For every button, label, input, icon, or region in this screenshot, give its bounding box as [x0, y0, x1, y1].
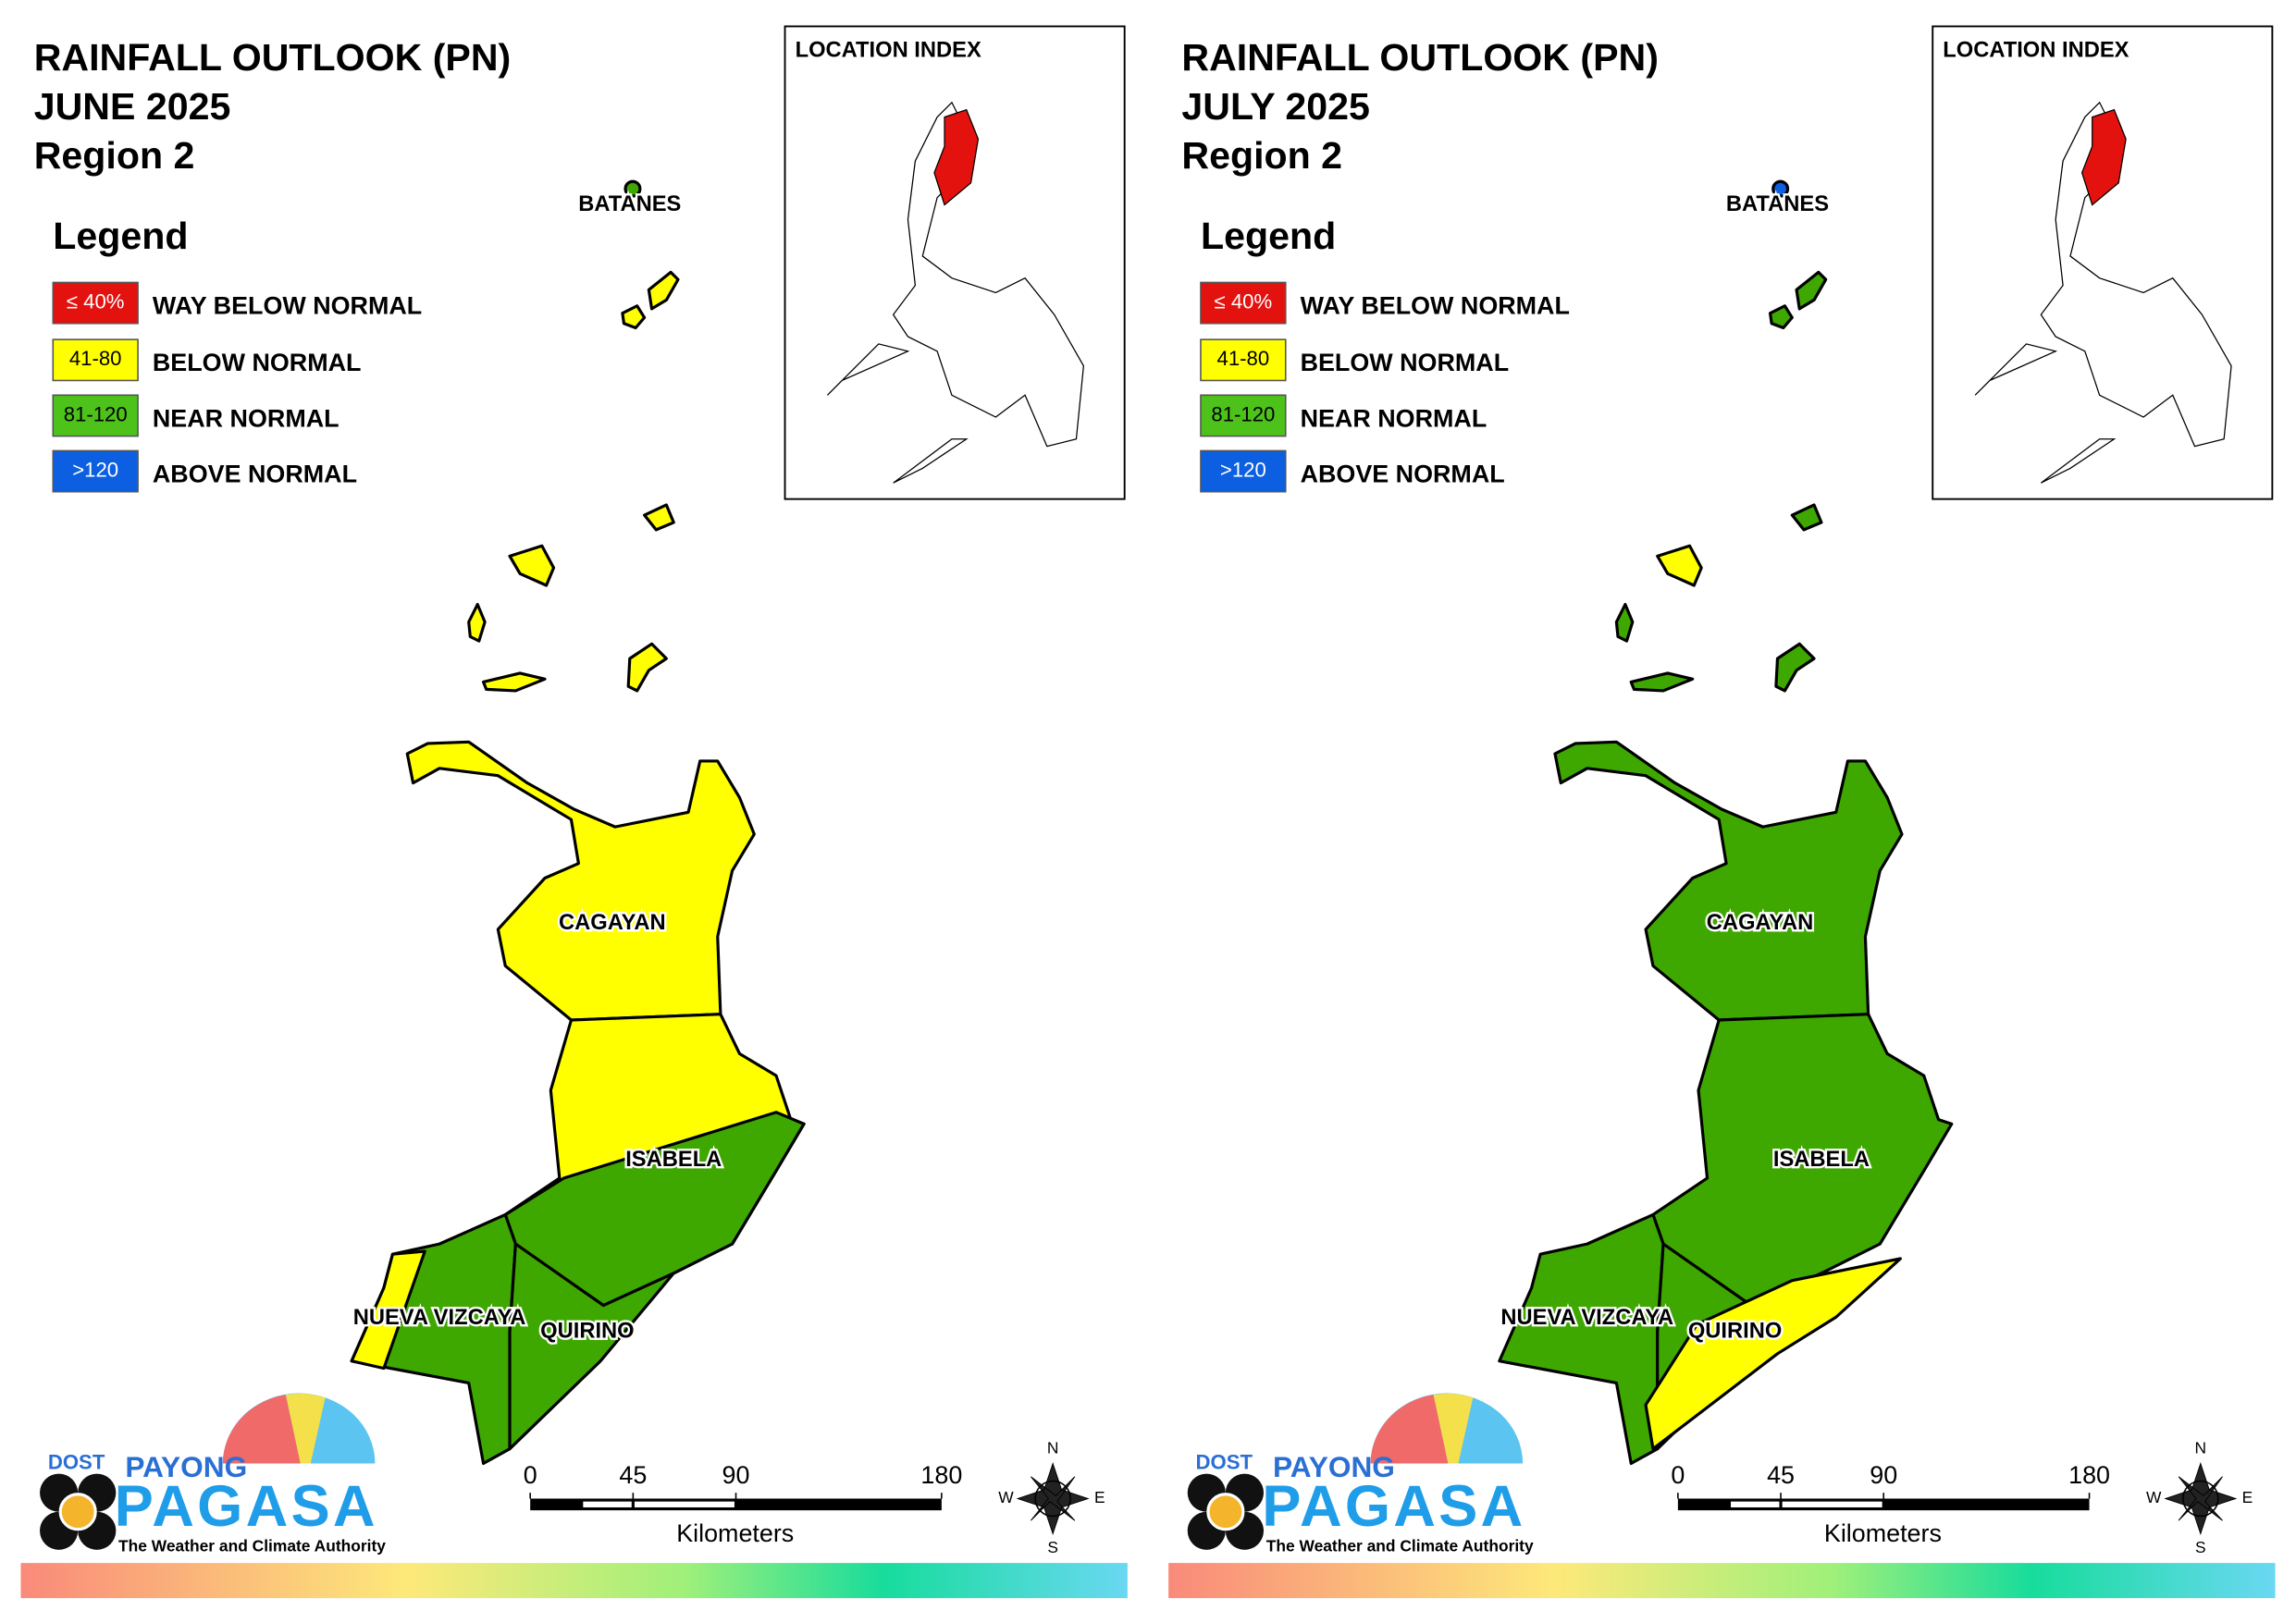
province-label: ISABELA [1773, 1148, 1870, 1172]
region-2-highlight [933, 108, 980, 206]
scale-tick-label: 0 [1671, 1461, 1685, 1489]
legend-swatch [52, 338, 139, 382]
logo-brand-top: PAYONG [125, 1450, 247, 1483]
province-label: QUIRINO [540, 1319, 634, 1343]
umbrella [285, 1393, 326, 1464]
legend-code: ≤ 40% [67, 289, 125, 313]
umbrella [222, 1395, 301, 1464]
province-label: BATANES [578, 192, 681, 216]
color-band [20, 1563, 1128, 1599]
province-label: CAGAYAN [559, 911, 666, 935]
logo-brand-top: PAYONG [1273, 1450, 1395, 1483]
scale-segment [1731, 1501, 1780, 1507]
compass-letter: W [2146, 1488, 2162, 1506]
legend-title: Legend [53, 215, 188, 257]
province-label: NUEVA VIZCAYA [1500, 1306, 1673, 1330]
compass-letter: E [1094, 1488, 1105, 1506]
legend-swatch [1200, 394, 1287, 437]
logo-emblem [58, 1493, 97, 1531]
legend-code: 41-80 [1217, 347, 1270, 370]
logo-agency: DOST [1196, 1450, 1253, 1473]
logo-tagline: The Weather and Climate Authority [1266, 1536, 1534, 1555]
compass-letter: N [2195, 1438, 2207, 1457]
location-index-title: LOCATION INDEX [796, 39, 981, 63]
umbrella [1433, 1393, 1474, 1464]
scale-tick-label: 90 [722, 1461, 750, 1489]
legend-swatch [1200, 281, 1287, 325]
scale-tick-label: 180 [920, 1461, 962, 1489]
umbrella [1370, 1395, 1449, 1464]
province-label: ISABELA [625, 1148, 722, 1172]
compass-ring [2182, 1480, 2219, 1518]
legend-label: BELOW NORMAL [153, 349, 362, 376]
province-label: CAGAYAN [1707, 911, 1814, 935]
legend-swatch [1200, 338, 1287, 382]
compass-rose [1016, 1462, 1090, 1535]
legend-code: >120 [72, 458, 118, 481]
scale-segment [634, 1501, 734, 1507]
province-label: QUIRINO [1688, 1319, 1782, 1343]
legend-swatch [1200, 449, 1287, 493]
compass-letter: S [1047, 1538, 1058, 1556]
panel-june: RAINFALL OUTLOOK (PN) JUNE 2025 Region 2 Le… [34, 25, 1126, 1556]
legend-code: 41-80 [69, 347, 122, 370]
logo-emblem [1206, 1493, 1245, 1531]
title-line: Region 2 [1181, 134, 1342, 177]
title-line: RAINFALL OUTLOOK (PN) [1181, 36, 1659, 79]
legend-code: 81-120 [64, 402, 128, 425]
title-line: Region 2 [34, 134, 195, 177]
scale-segment [583, 1501, 632, 1507]
compass-letter: W [998, 1488, 1014, 1506]
legend-label: BELOW NORMAL [1301, 349, 1510, 376]
province-label: NUEVA VIZCAYA [353, 1306, 526, 1330]
legend-label: ABOVE NORMAL [153, 460, 357, 487]
panel-july: RAINFALL OUTLOOK (PN) JULY 2025 Region 2 Le… [1181, 25, 2274, 1556]
legend-swatch [52, 281, 139, 325]
legend-label: NEAR NORMAL [1301, 404, 1487, 432]
logo-tagline: The Weather and Climate Authority [118, 1536, 386, 1555]
logo-brand: PAGASA [115, 1474, 378, 1539]
title-line: JUNE 2025 [34, 85, 231, 128]
scale-tick-label: 0 [524, 1461, 537, 1489]
scale-bar [530, 1498, 942, 1511]
title-line: RAINFALL OUTLOOK (PN) [34, 36, 512, 79]
scale-tick-label: 90 [1870, 1461, 1897, 1489]
legend-label: ABOVE NORMAL [1301, 460, 1505, 487]
color-band [1168, 1563, 2276, 1599]
legend-label: NEAR NORMAL [153, 404, 339, 432]
legend-code: ≤ 40% [1215, 289, 1273, 313]
legend-swatch [52, 394, 139, 437]
map [350, 179, 806, 1466]
title-line: JULY 2025 [1181, 85, 1370, 128]
legend-swatch [52, 449, 139, 493]
compass-letter: S [2195, 1538, 2206, 1556]
scale-segment [1782, 1501, 1882, 1507]
compass-letter: E [2242, 1488, 2253, 1506]
scale-bar [1677, 1498, 2090, 1511]
logo-agency: DOST [48, 1450, 105, 1473]
legend-code: 81-120 [1211, 402, 1275, 425]
legend-title: Legend [1201, 215, 1336, 257]
legend-label: WAY BELOW NORMAL [1301, 291, 1570, 319]
scale-unit: Kilometers [676, 1519, 794, 1547]
scale-tick-label: 45 [1767, 1461, 1795, 1489]
scale-tick-label: 45 [619, 1461, 647, 1489]
compass-letter: N [1047, 1438, 1059, 1457]
compass-ring [1034, 1480, 1071, 1518]
legend-label: WAY BELOW NORMAL [153, 291, 422, 319]
compass-rose [2164, 1462, 2238, 1535]
map [1498, 179, 1954, 1466]
scale-unit: Kilometers [1824, 1519, 1942, 1547]
scale-tick-label: 180 [2068, 1461, 2110, 1489]
location-index-title: LOCATION INDEX [1943, 39, 2129, 63]
region-2-highlight [2080, 108, 2127, 206]
legend-code: >120 [1220, 458, 1266, 481]
logo-brand: PAGASA [1262, 1474, 1525, 1539]
province-label: BATANES [1726, 192, 1829, 216]
